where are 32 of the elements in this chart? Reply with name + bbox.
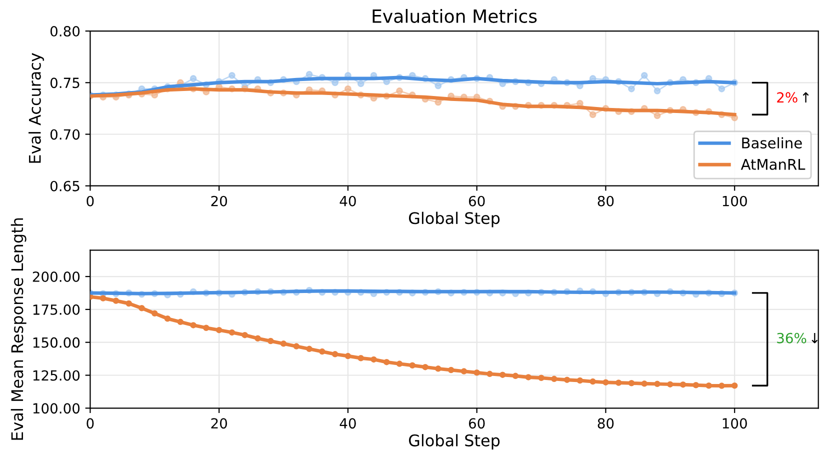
chart-title: Evaluation Metrics — [372, 8, 537, 23]
y-tick-label: 0.70 — [50, 129, 80, 140]
x-tick-label: 100 — [722, 418, 747, 429]
annotation: ↑ — [802, 92, 809, 102]
y-tick-label: 0.80 — [50, 26, 80, 37]
y-tick-label: 100.00 — [33, 403, 80, 414]
annotation: ↓ — [812, 333, 818, 344]
x-tick-label: 0 — [86, 418, 94, 429]
y-tick-label: 125.00 — [33, 370, 80, 381]
x-tick-label: 80 — [598, 196, 614, 206]
x-axis-title: Global Step — [408, 212, 500, 228]
annotation: 2% — [777, 92, 798, 103]
y-tick-label: 0.65 — [50, 180, 80, 192]
x-tick-label: 20 — [211, 196, 227, 206]
x-tick-label: 60 — [468, 196, 485, 206]
x-tick-label: 20 — [211, 418, 227, 429]
x-axis-title: Global Step — [408, 434, 500, 450]
x-tick-label: 0 — [86, 196, 94, 206]
legend-label: AtManRL — [740, 159, 806, 170]
y-tick-label: 150.00 — [33, 337, 80, 348]
x-tick-label: 100 — [722, 196, 747, 206]
y-tick-label: 0.75 — [50, 78, 80, 88]
y-axis-title: Eval Accuracy — [28, 53, 44, 163]
y-axis-title: Eval Mean Response Length — [10, 218, 26, 440]
x-tick-label: 40 — [340, 418, 356, 429]
annotation: 36% — [777, 332, 806, 344]
x-tick-label: 80 — [598, 418, 614, 429]
legend-label: Baseline — [742, 137, 802, 148]
x-tick-label: 40 — [340, 196, 356, 206]
y-tick-label: 175.00 — [33, 304, 80, 315]
y-tick-label: 200.00 — [32, 271, 80, 282]
x-tick-label: 60 — [468, 418, 485, 429]
